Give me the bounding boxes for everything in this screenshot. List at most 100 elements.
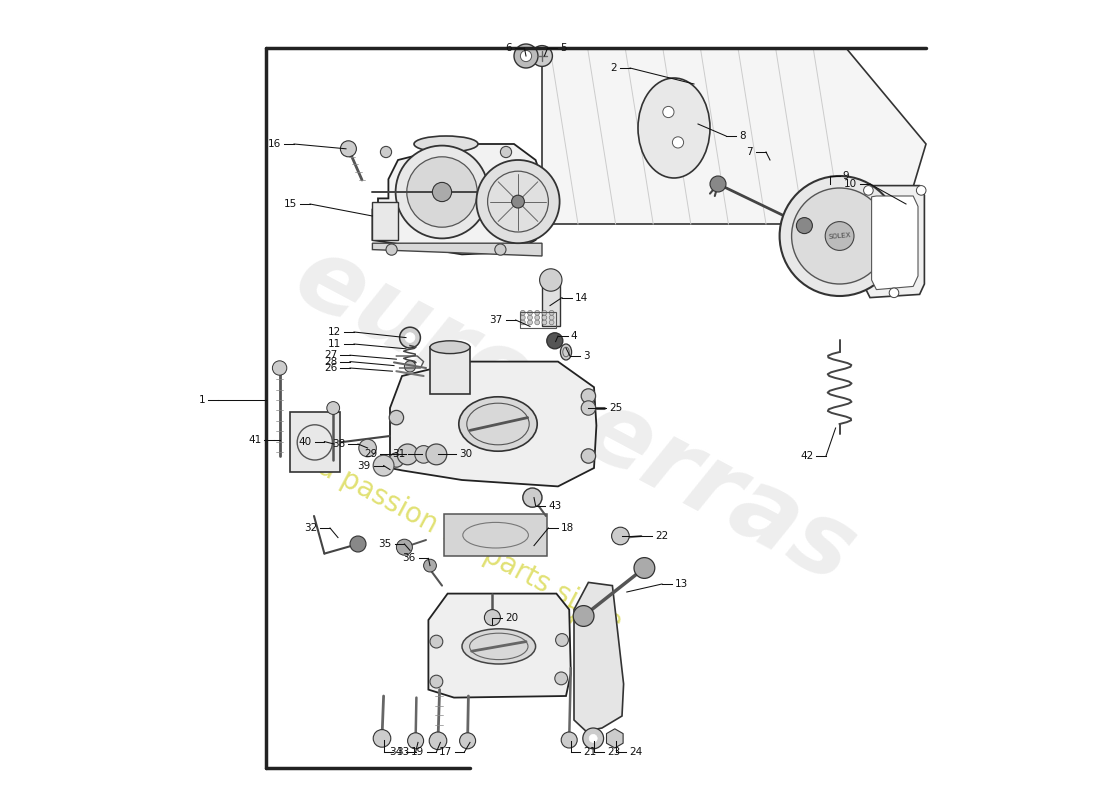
Circle shape bbox=[460, 733, 475, 749]
Circle shape bbox=[581, 389, 595, 403]
Text: 32: 32 bbox=[304, 523, 317, 533]
Circle shape bbox=[535, 310, 540, 315]
Polygon shape bbox=[373, 144, 542, 254]
Text: 2: 2 bbox=[610, 63, 617, 73]
Circle shape bbox=[396, 146, 488, 238]
Text: 6: 6 bbox=[505, 43, 512, 53]
Text: 3: 3 bbox=[583, 351, 590, 361]
Circle shape bbox=[359, 439, 376, 457]
Text: 15: 15 bbox=[284, 199, 297, 209]
Text: 16: 16 bbox=[268, 139, 282, 149]
Text: 41: 41 bbox=[248, 435, 261, 445]
Circle shape bbox=[549, 315, 554, 320]
Ellipse shape bbox=[462, 629, 536, 664]
Circle shape bbox=[542, 315, 547, 320]
Circle shape bbox=[514, 44, 538, 68]
Text: 31: 31 bbox=[392, 450, 405, 459]
Text: 5: 5 bbox=[560, 43, 566, 53]
Text: 29: 29 bbox=[364, 450, 377, 459]
Circle shape bbox=[430, 635, 443, 648]
Text: 1985: 1985 bbox=[536, 595, 612, 653]
Circle shape bbox=[432, 182, 452, 202]
Bar bbox=[519, 312, 556, 328]
Circle shape bbox=[389, 410, 404, 425]
Circle shape bbox=[399, 327, 420, 348]
Circle shape bbox=[408, 733, 424, 749]
Text: 19: 19 bbox=[410, 747, 424, 757]
Text: 11: 11 bbox=[328, 339, 341, 349]
Polygon shape bbox=[871, 196, 918, 290]
Circle shape bbox=[672, 137, 683, 148]
Circle shape bbox=[424, 559, 437, 572]
Text: 39: 39 bbox=[358, 461, 371, 470]
Circle shape bbox=[590, 734, 597, 742]
Text: SOLEX: SOLEX bbox=[828, 232, 851, 240]
Circle shape bbox=[327, 402, 340, 414]
Circle shape bbox=[535, 315, 540, 320]
Text: 20: 20 bbox=[505, 613, 518, 622]
Circle shape bbox=[528, 320, 532, 325]
Circle shape bbox=[531, 46, 552, 66]
Circle shape bbox=[405, 333, 415, 342]
Circle shape bbox=[407, 157, 477, 227]
Circle shape bbox=[500, 146, 512, 158]
Text: 13: 13 bbox=[674, 579, 689, 589]
Text: 24: 24 bbox=[629, 747, 642, 757]
Text: 34: 34 bbox=[389, 747, 403, 757]
Text: 4: 4 bbox=[571, 331, 578, 341]
Circle shape bbox=[381, 146, 392, 158]
Circle shape bbox=[581, 401, 595, 415]
Circle shape bbox=[273, 361, 287, 375]
Text: 22: 22 bbox=[654, 531, 668, 541]
Text: 37: 37 bbox=[490, 315, 503, 325]
Text: 28: 28 bbox=[323, 357, 338, 366]
Circle shape bbox=[389, 453, 404, 467]
Circle shape bbox=[554, 672, 568, 685]
Bar bbox=[373, 202, 398, 240]
Text: 8: 8 bbox=[739, 131, 746, 141]
Text: 1: 1 bbox=[199, 395, 206, 405]
Circle shape bbox=[535, 320, 540, 325]
Text: 33: 33 bbox=[396, 747, 409, 757]
Text: 30: 30 bbox=[459, 450, 472, 459]
Polygon shape bbox=[574, 582, 624, 731]
Ellipse shape bbox=[560, 344, 572, 360]
Circle shape bbox=[476, 160, 560, 243]
Circle shape bbox=[426, 444, 447, 465]
Text: 17: 17 bbox=[438, 747, 452, 757]
Text: 18: 18 bbox=[561, 523, 574, 533]
Text: 36: 36 bbox=[403, 554, 416, 563]
Polygon shape bbox=[428, 594, 571, 698]
Text: eurooerras: eurooerras bbox=[277, 228, 870, 604]
Circle shape bbox=[549, 310, 554, 315]
Bar bbox=[542, 282, 560, 326]
Circle shape bbox=[634, 558, 654, 578]
Circle shape bbox=[430, 675, 443, 688]
Text: 21: 21 bbox=[584, 747, 597, 757]
Polygon shape bbox=[542, 48, 926, 224]
Ellipse shape bbox=[414, 136, 478, 152]
Circle shape bbox=[520, 50, 531, 62]
Circle shape bbox=[889, 288, 899, 298]
Text: 25: 25 bbox=[609, 403, 623, 413]
Ellipse shape bbox=[430, 341, 470, 354]
Circle shape bbox=[780, 176, 900, 296]
Text: 35: 35 bbox=[378, 539, 392, 549]
Circle shape bbox=[542, 310, 547, 315]
Ellipse shape bbox=[638, 78, 710, 178]
Text: 26: 26 bbox=[323, 363, 338, 373]
Circle shape bbox=[556, 634, 569, 646]
Circle shape bbox=[573, 606, 594, 626]
Circle shape bbox=[528, 315, 532, 320]
Text: 7: 7 bbox=[747, 147, 754, 157]
Circle shape bbox=[796, 218, 813, 234]
Circle shape bbox=[415, 446, 432, 463]
Circle shape bbox=[825, 222, 854, 250]
Circle shape bbox=[581, 449, 595, 463]
Polygon shape bbox=[390, 362, 596, 486]
Circle shape bbox=[542, 320, 547, 325]
Text: 12: 12 bbox=[328, 327, 341, 337]
Circle shape bbox=[373, 455, 394, 476]
Text: 9: 9 bbox=[843, 171, 849, 181]
Circle shape bbox=[350, 536, 366, 552]
